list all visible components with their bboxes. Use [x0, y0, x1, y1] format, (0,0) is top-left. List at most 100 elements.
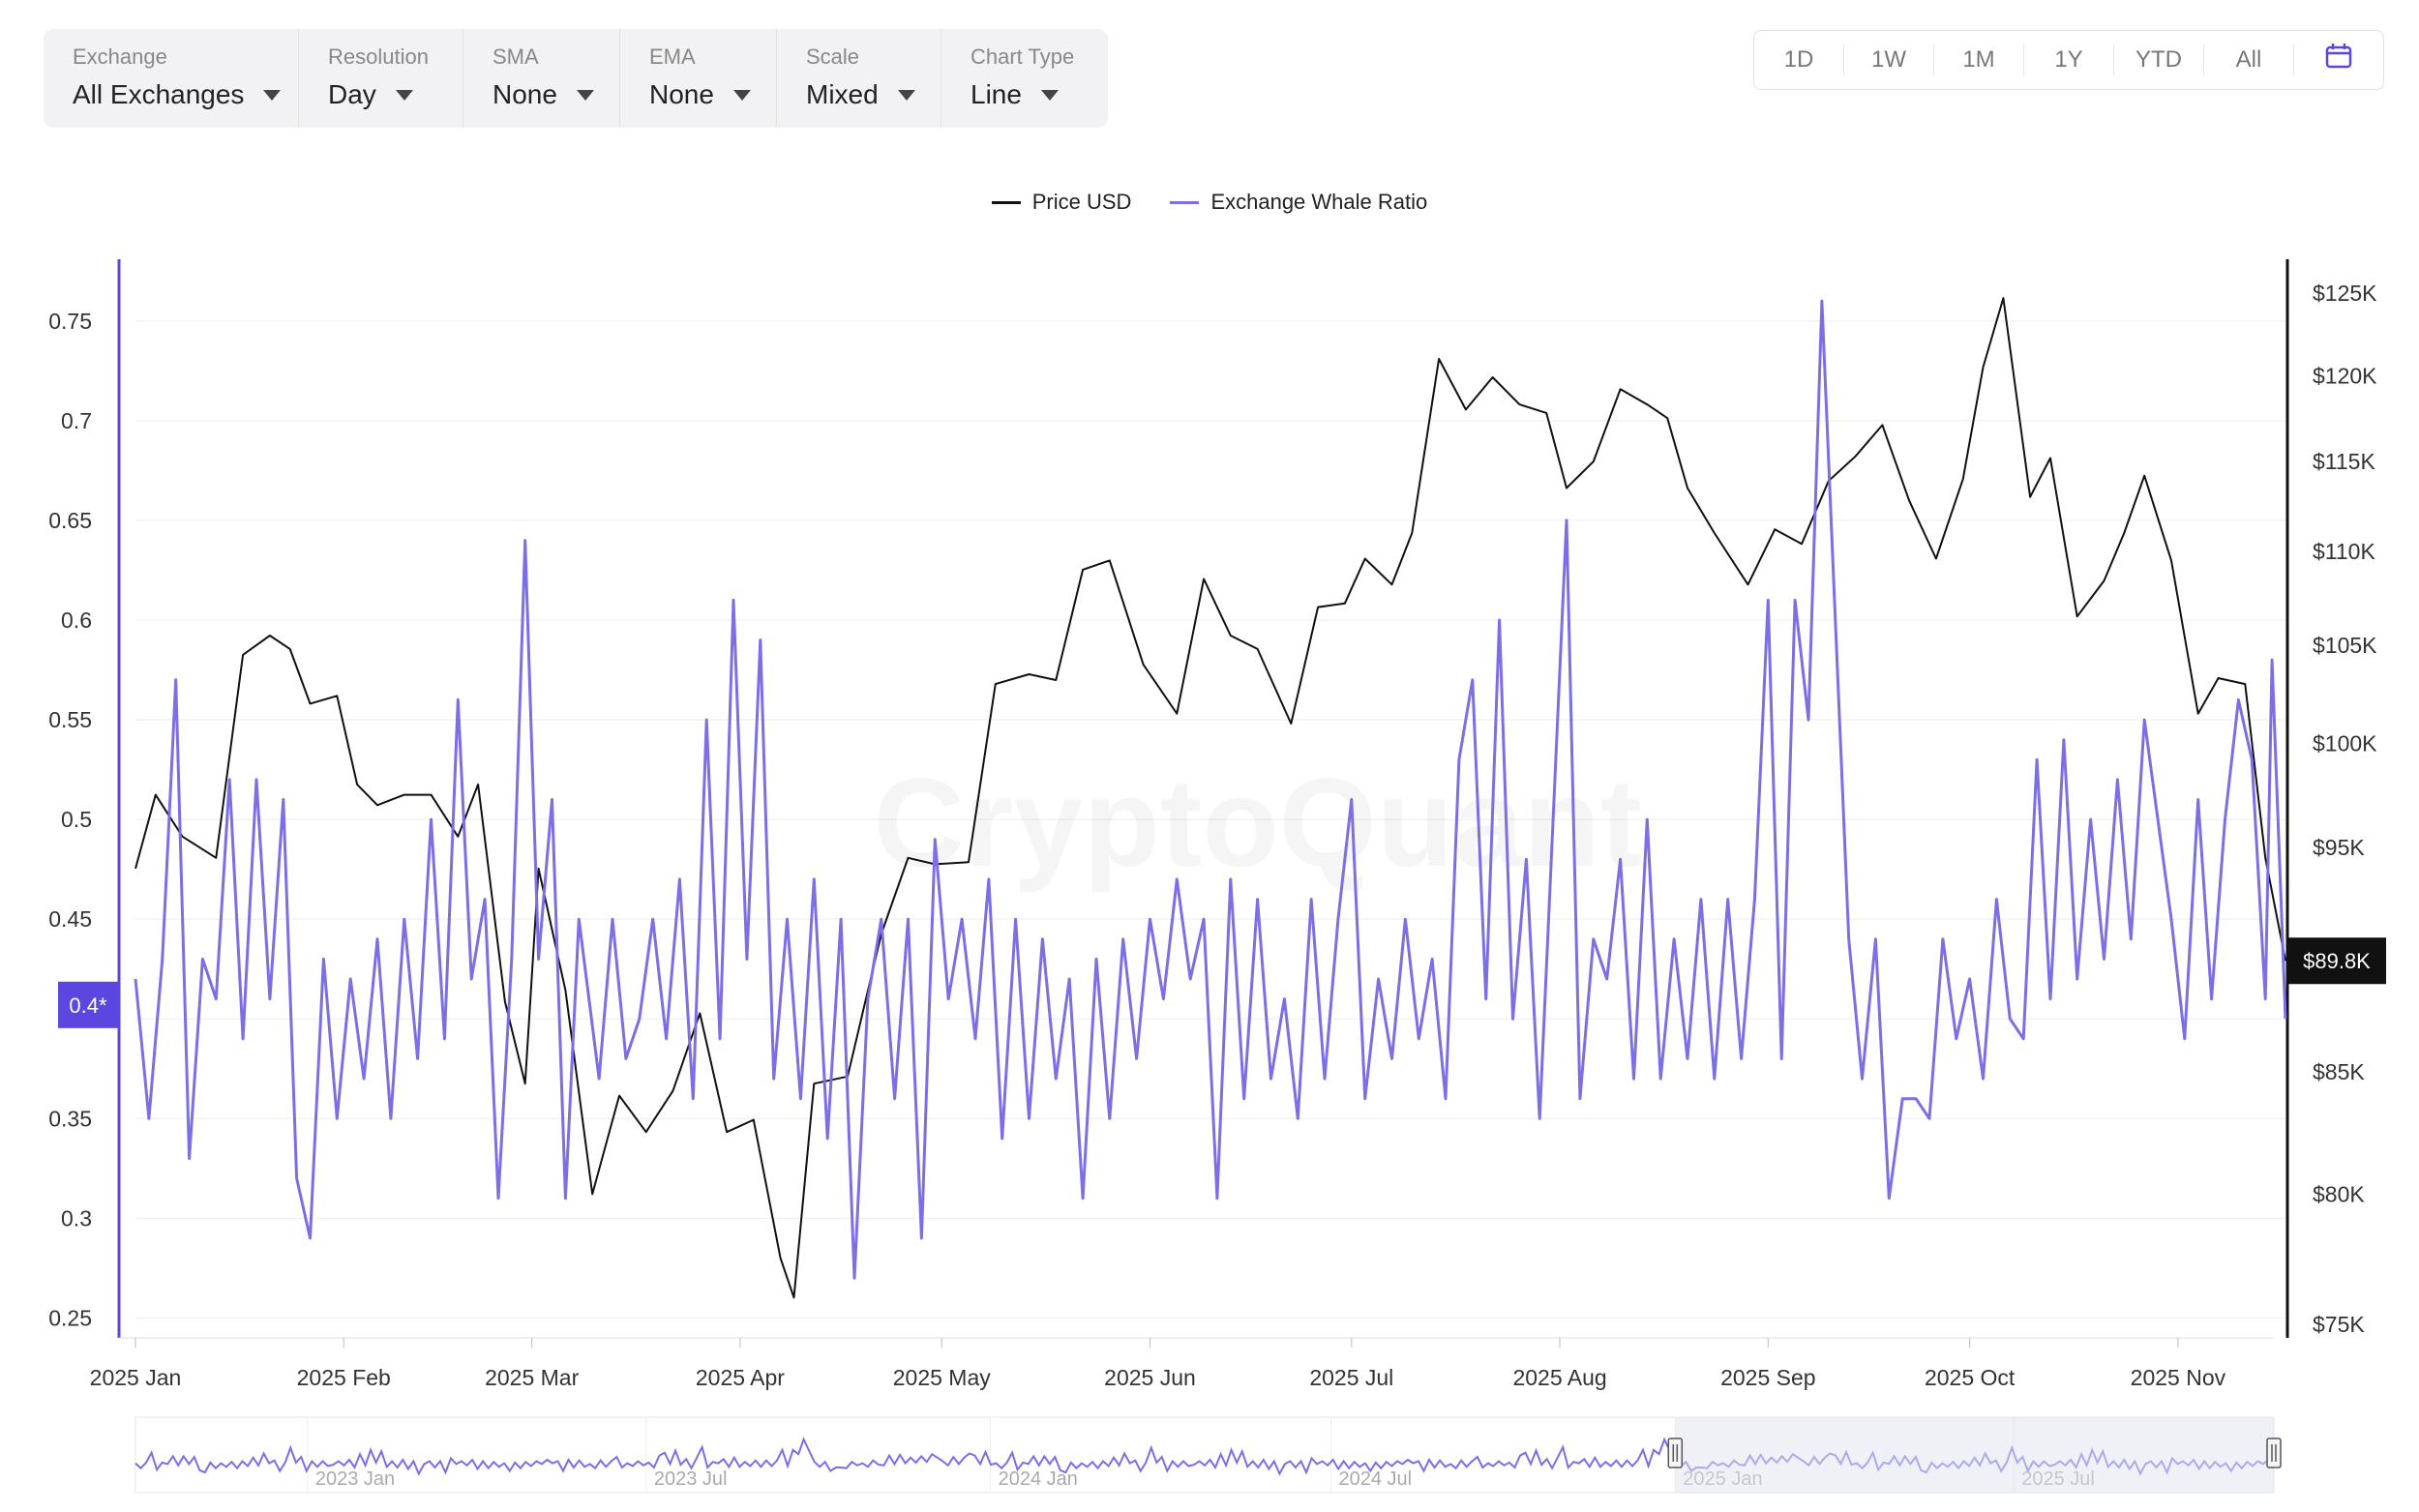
- chart-settings-toolbar: Exchange All Exchanges Resolution Day SMA Non…: [44, 29, 1108, 128]
- left-tick-label: 0.7: [61, 408, 92, 433]
- navigator-tick-label: 2024 Jul: [1339, 1468, 1413, 1490]
- x-tick-label: 2025 Oct: [1925, 1365, 2016, 1390]
- left-tick-label: 0.55: [48, 707, 92, 732]
- dropdown-value: None: [649, 77, 751, 112]
- x-tick-label: 2025 May: [893, 1365, 992, 1390]
- range-navigator[interactable]: 2023 Jan 2023 Jul 2024 Jan 2024 Jul 2025 Jan…: [134, 1416, 2282, 1494]
- price-usd-line: [134, 297, 2286, 1299]
- dropdown-label: Exchange: [73, 44, 167, 69]
- navigator-selection: [1675, 1417, 2274, 1493]
- x-tick-label: 2025 Aug: [1512, 1365, 1606, 1390]
- calendar-icon[interactable]: [2294, 42, 2383, 79]
- left-tick-label: 0.3: [61, 1205, 92, 1230]
- x-tick-label: 2025 Mar: [485, 1365, 580, 1390]
- navigator-frame: [134, 1416, 2275, 1494]
- dropdown-label: Resolution: [328, 44, 429, 69]
- dropdown-scale[interactable]: Scale Mixed: [777, 29, 941, 128]
- dropdown-sma[interactable]: SMA None: [463, 29, 620, 128]
- dropdown-label: Scale: [806, 44, 860, 69]
- x-tick-label: 2025 Jul: [1309, 1365, 1393, 1390]
- range-button-1d[interactable]: 1D: [1754, 44, 1844, 75]
- right-tick-label: $115K: [2313, 449, 2375, 474]
- current-value-markers: 0.4* $89.8K: [58, 937, 2386, 1028]
- x-axis: 2025 Jan 2025 Feb 2025 Mar 2025 Apr 2025 May…: [90, 1337, 2274, 1390]
- legend-item-price[interactable]: Price USD: [991, 190, 1132, 215]
- left-current-value-label: 0.4*: [69, 993, 107, 1018]
- right-tick-label: $110K: [2313, 539, 2375, 564]
- legend-label-price: Price USD: [1031, 190, 1132, 214]
- left-tick-label: 0.5: [61, 807, 92, 832]
- dropdown-value: Mixed: [806, 77, 915, 112]
- legend-swatch-whale-ratio: [1170, 200, 1200, 204]
- right-current-value-label: $89.8K: [2303, 949, 2371, 973]
- dropdown-value-text: All Exchanges: [73, 79, 245, 109]
- range-button-1y[interactable]: 1Y: [2024, 44, 2114, 75]
- series-layer: [134, 297, 2287, 1299]
- range-button-all[interactable]: All: [2204, 44, 2294, 75]
- right-tick-label: $80K: [2313, 1181, 2365, 1206]
- exchange-whale-ratio-line: [134, 299, 2287, 1280]
- dropdown-value-text: Day: [328, 79, 376, 109]
- dropdown-ema[interactable]: EMA None: [620, 29, 777, 128]
- x-tick-label: 2025 Jan: [90, 1365, 182, 1390]
- x-tick-label: 2025 Sep: [1720, 1365, 1815, 1390]
- dropdown-value: None: [493, 77, 594, 112]
- caret-down-icon: [1040, 89, 1059, 101]
- left-tick-label: 0.25: [48, 1305, 92, 1330]
- caret-down-icon: [732, 89, 751, 101]
- left-tick-label: 0.6: [61, 608, 92, 633]
- gridlines: [135, 320, 2285, 1319]
- right-tick-label: $105K: [2313, 633, 2377, 658]
- left-current-value-badge: [58, 981, 119, 1028]
- navigator-tick-label: 2024 Jan: [999, 1468, 1078, 1490]
- time-range-selector: 1D 1W 1M 1Y YTD All: [1753, 30, 2384, 90]
- x-tick-label: 2025 Apr: [696, 1365, 785, 1390]
- navigator-left-handle[interactable]: [1667, 1438, 1684, 1468]
- right-tick-label: $85K: [2313, 1059, 2365, 1084]
- legend-item-whale-ratio[interactable]: Exchange Whale Ratio: [1170, 190, 1427, 215]
- dropdown-value: All Exchanges: [73, 77, 282, 112]
- navigator-mini-series: [134, 1437, 2275, 1476]
- x-tick-label: 2025 Jun: [1104, 1365, 1196, 1390]
- dropdown-label: SMA: [493, 44, 539, 69]
- navigator-tick-label: 2025 Jan: [1683, 1468, 1762, 1490]
- dropdown-value: Line: [971, 77, 1081, 112]
- x-tick-label: 2025 Feb: [297, 1365, 391, 1390]
- navigator-tick-label: 2025 Jul: [2021, 1468, 2095, 1490]
- right-tick-label: $75K: [2313, 1312, 2365, 1337]
- dropdown-value-text: Line: [971, 79, 1022, 109]
- caret-down-icon: [897, 89, 915, 101]
- range-button-1m[interactable]: 1M: [1934, 44, 2024, 75]
- dropdown-resolution[interactable]: Resolution Day: [299, 29, 463, 128]
- legend-label-whale-ratio: Exchange Whale Ratio: [1210, 190, 1428, 214]
- right-axis: $75K $80K $85K $90K $95K $100K $105K $110K $115K…: [2285, 259, 2377, 1338]
- watermark-logo: CryptoQuant: [874, 752, 1642, 893]
- dropdown-value-text: None: [649, 79, 714, 109]
- left-axis: 0.25 0.3 0.35 0.4 0.45 0.5 0.55 0.6 0.65 0.7 0.75: [48, 259, 121, 1338]
- right-tick-label: $95K: [2313, 835, 2365, 860]
- dropdown-label: EMA: [649, 44, 696, 69]
- caret-down-icon: [263, 89, 282, 101]
- range-button-ytd[interactable]: YTD: [2114, 44, 2204, 75]
- left-tick-label: 0.65: [48, 508, 92, 533]
- navigator-tick-label: 2023 Jul: [654, 1468, 728, 1490]
- left-tick-label: 0.4: [61, 1006, 92, 1031]
- navigator-right-handle[interactable]: [2266, 1438, 2282, 1468]
- dropdown-label: Chart Type: [971, 44, 1075, 69]
- left-tick-label: 0.45: [48, 906, 92, 932]
- right-tick-label: $120K: [2313, 363, 2377, 388]
- right-current-value-badge: [2287, 937, 2386, 985]
- dropdown-value-text: Mixed: [806, 79, 879, 109]
- dropdown-exchange[interactable]: Exchange All Exchanges: [44, 29, 299, 128]
- range-button-1w[interactable]: 1W: [1844, 44, 1934, 75]
- dropdown-chart-type[interactable]: Chart Type Line: [941, 29, 1108, 128]
- right-tick-label: $100K: [2313, 731, 2377, 756]
- navigator-tick-label: 2023 Jan: [315, 1468, 395, 1490]
- legend-swatch-price: [991, 200, 1021, 204]
- dropdown-value: Day: [328, 77, 435, 112]
- x-tick-label: 2025 Nov: [2131, 1365, 2226, 1390]
- right-tick-label: $125K: [2313, 281, 2377, 306]
- caret-down-icon: [395, 89, 413, 101]
- dropdown-value-text: None: [493, 79, 557, 109]
